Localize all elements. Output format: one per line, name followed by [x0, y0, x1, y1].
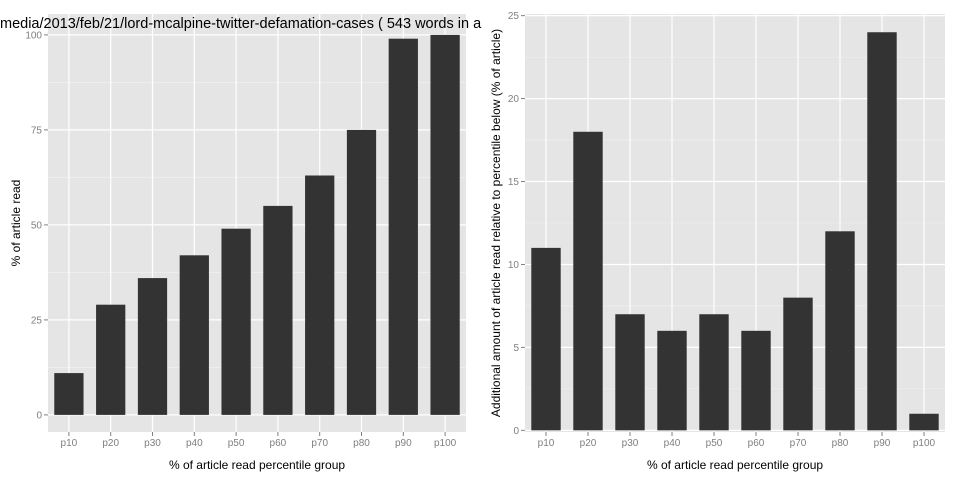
- y-tick-label: 75: [31, 125, 43, 136]
- x-tick-label: p60: [748, 438, 765, 449]
- bar-p10: [531, 247, 561, 431]
- x-tick-label: p20: [580, 438, 597, 449]
- bar-p90: [388, 38, 418, 415]
- x-axis-label: % of article read percentile group: [647, 458, 823, 472]
- x-tick-label: p10: [538, 438, 555, 449]
- bar-p10: [54, 373, 84, 415]
- x-tick-label: p70: [311, 438, 328, 449]
- x-tick-label: p80: [832, 438, 849, 449]
- chart-title: media/2013/feb/21/lord-mcalpine-twitter-…: [0, 16, 482, 32]
- y-tick-label: 15: [508, 177, 520, 188]
- bar-p40: [179, 255, 209, 415]
- bar-p60: [263, 205, 293, 415]
- bar-p90: [867, 32, 897, 431]
- x-tick-label: p100: [913, 438, 936, 449]
- x-tick-label: p80: [353, 438, 370, 449]
- x-tick-label: p90: [395, 438, 412, 449]
- x-tick-label: p50: [228, 438, 245, 449]
- x-tick-label: p90: [874, 438, 891, 449]
- bar-p100: [909, 413, 939, 431]
- bar-p50: [221, 228, 251, 415]
- y-tick-label: 25: [31, 315, 43, 326]
- y-tick-label: 0: [513, 426, 519, 437]
- bar-p20: [96, 304, 126, 415]
- x-tick-label: p50: [706, 438, 723, 449]
- x-tick-label: p10: [61, 438, 78, 449]
- x-axis-label: % of article read percentile group: [169, 458, 345, 472]
- bar-p80: [346, 129, 377, 415]
- bar-p100: [430, 34, 460, 415]
- x-tick-label: p30: [622, 438, 639, 449]
- y-tick-label: 0: [36, 410, 42, 421]
- x-tick-label: p60: [270, 438, 287, 449]
- bar-p50: [699, 314, 729, 431]
- y-tick-label: 100: [25, 30, 42, 41]
- y-tick-label: 50: [31, 220, 43, 231]
- y-tick-label: 25: [508, 11, 520, 22]
- y-axis-label: % of article read: [9, 180, 23, 267]
- chart-additional-read: 0 5 10 15 20 25 p10 p20 p30 p40 p50 p60 p70 p80 p90 p10…: [489, 11, 945, 472]
- x-tick-label: p30: [144, 438, 161, 449]
- bar-p20: [573, 131, 603, 431]
- bar-p30: [137, 278, 168, 415]
- x-tick-label: p40: [664, 438, 681, 449]
- x-tick-label: p40: [186, 438, 203, 449]
- bar-p80: [825, 231, 855, 431]
- x-tick-label: p100: [434, 438, 457, 449]
- bar-p60: [741, 330, 771, 431]
- chart-percent-read: 0 25 50 75 100 p10 p20 p30 p40 p50 p60 p70 p80 p90 p10…: [0, 14, 482, 472]
- x-tick-label: p70: [790, 438, 807, 449]
- bar-p40: [657, 330, 687, 431]
- bar-p30: [615, 314, 645, 431]
- bar-p70: [305, 175, 335, 415]
- y-axis-label: Additional amount of article read relati…: [489, 29, 503, 417]
- x-tick-label: p20: [102, 438, 119, 449]
- y-tick-label: 5: [513, 343, 519, 354]
- y-tick-label: 20: [508, 94, 520, 105]
- bar-p70: [783, 297, 813, 431]
- y-tick-label: 10: [508, 260, 520, 271]
